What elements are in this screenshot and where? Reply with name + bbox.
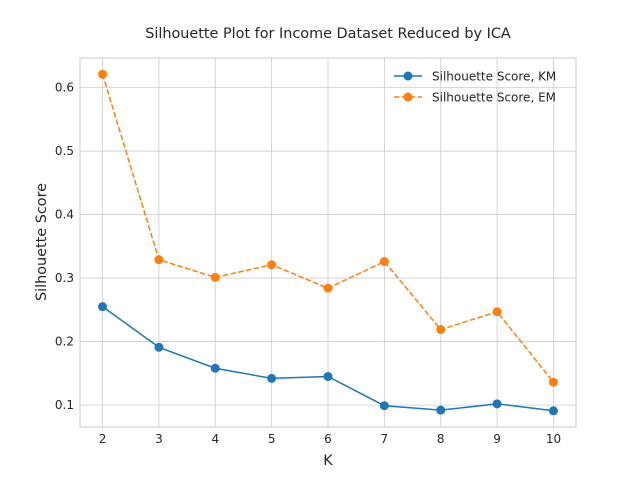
y-tick-label: 0.6 bbox=[55, 81, 74, 95]
x-tick-label: 8 bbox=[437, 432, 445, 446]
data-point-em bbox=[379, 257, 389, 267]
data-point-km bbox=[267, 373, 277, 383]
legend-label-km: Silhouette Score, KM bbox=[432, 70, 556, 84]
legend-label-em: Silhouette Score, EM bbox=[432, 91, 556, 105]
axes-frame bbox=[79, 57, 577, 428]
data-point-km bbox=[379, 401, 389, 411]
x-tick-label: 3 bbox=[155, 432, 163, 446]
data-point-em bbox=[210, 272, 220, 282]
x-tick-label: 10 bbox=[546, 432, 561, 446]
y-tick-label: 0.4 bbox=[55, 208, 74, 222]
legend-marker-km bbox=[403, 71, 413, 81]
data-point-em bbox=[154, 255, 164, 265]
data-point-em bbox=[492, 307, 502, 317]
x-tick-label: 2 bbox=[99, 432, 107, 446]
x-tick-label: 4 bbox=[211, 432, 219, 446]
x-axis-label: K bbox=[323, 453, 333, 469]
legend-marker-em bbox=[403, 92, 413, 102]
y-tick-label: 0.3 bbox=[55, 271, 74, 285]
y-tick-label: 0.5 bbox=[55, 144, 74, 158]
y-axis-label: Silhouette Score bbox=[34, 183, 50, 301]
x-tick-label: 6 bbox=[324, 432, 332, 446]
data-point-em bbox=[267, 260, 277, 270]
data-point-em bbox=[98, 69, 108, 79]
data-point-em bbox=[323, 283, 333, 293]
data-point-km bbox=[436, 405, 446, 415]
legend: Silhouette Score, KM Silhouette Score, E… bbox=[394, 70, 556, 105]
data-point-km bbox=[154, 342, 164, 352]
y-tick-label: 0.1 bbox=[55, 398, 74, 412]
data-point-km bbox=[98, 302, 108, 312]
y-tick-labels: 0.1 0.2 0.3 0.4 0.5 0.6 bbox=[55, 81, 74, 413]
data-point-em bbox=[548, 377, 558, 387]
x-tick-labels: 2 3 4 5 6 7 8 9 10 bbox=[99, 432, 561, 446]
data-point-km bbox=[492, 399, 502, 409]
data-point-em bbox=[436, 325, 446, 335]
y-tick-label: 0.2 bbox=[55, 335, 74, 349]
x-tick-label: 5 bbox=[268, 432, 276, 446]
x-tick-label: 9 bbox=[493, 432, 501, 446]
data-point-km bbox=[210, 363, 220, 373]
chart-title: Silhouette Plot for Income Dataset Reduc… bbox=[145, 26, 511, 42]
series-layer bbox=[98, 69, 558, 416]
data-point-km bbox=[323, 372, 333, 382]
x-tick-label: 7 bbox=[381, 432, 389, 446]
data-point-km bbox=[548, 406, 558, 416]
